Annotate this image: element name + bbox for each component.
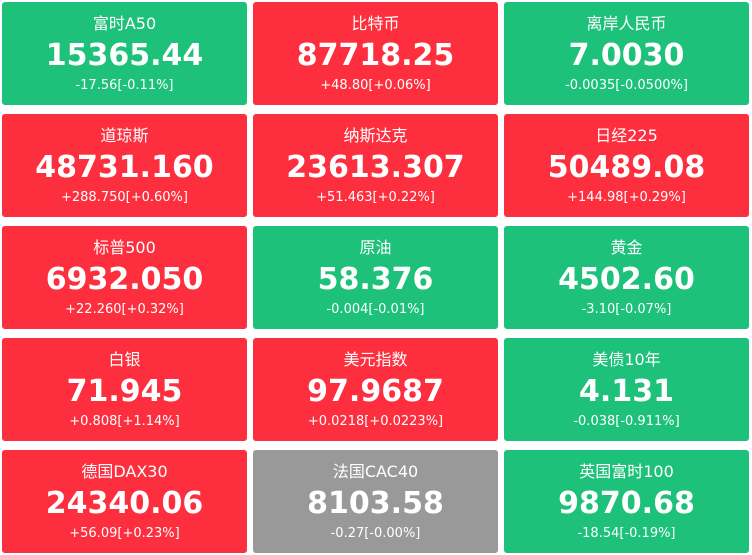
index-name: 富时A50: [92, 14, 157, 33]
index-change: +144.98[+0.29%]: [567, 190, 686, 205]
index-tile-us-dollar-index[interactable]: 美元指数 97.9687 +0.0218[+0.0223%]: [253, 338, 498, 441]
index-price: 71.945: [66, 374, 183, 409]
index-tile-bitcoin[interactable]: 比特币 87718.25 +48.80[+0.06%]: [253, 2, 498, 105]
index-change: +22.260[+0.32%]: [65, 302, 184, 317]
index-tile-gold[interactable]: 黄金 4502.60 -3.10[-0.07%]: [504, 226, 749, 329]
index-tile-silver[interactable]: 白银 71.945 +0.808[+1.14%]: [2, 338, 247, 441]
index-tile-us-10y-treasury[interactable]: 美债10年 4.131 -0.038[-0.911%]: [504, 338, 749, 441]
index-price: 87718.25: [296, 38, 455, 73]
index-name: 英国富时100: [579, 462, 674, 481]
index-price: 23613.307: [286, 150, 465, 185]
index-tile-uk-ftse-100[interactable]: 英国富时100 9870.68 -18.54[-0.19%]: [504, 450, 749, 553]
index-tile-ftse-china-a50[interactable]: 富时A50 15365.44 -17.56[-0.11%]: [2, 2, 247, 105]
index-change: -18.54[-0.19%]: [577, 526, 676, 541]
index-name: 道琼斯: [100, 126, 149, 145]
index-price: 4502.60: [558, 262, 695, 297]
index-price: 15365.44: [45, 38, 204, 73]
index-name: 美债10年: [592, 350, 661, 369]
index-name: 法国CAC40: [332, 462, 419, 481]
index-change: +51.463[+0.22%]: [316, 190, 435, 205]
index-name: 原油: [359, 238, 392, 257]
index-change: +56.09[+0.23%]: [69, 526, 180, 541]
index-change: +48.80[+0.06%]: [320, 78, 431, 93]
index-price: 97.9687: [307, 374, 444, 409]
index-name: 标普500: [93, 238, 156, 257]
index-name: 德国DAX30: [81, 462, 168, 481]
index-name: 比特币: [351, 14, 400, 33]
index-change: -0.004[-0.01%]: [326, 302, 425, 317]
index-tile-nasdaq[interactable]: 纳斯达克 23613.307 +51.463[+0.22%]: [253, 114, 498, 217]
index-tile-dow-jones[interactable]: 道琼斯 48731.160 +288.750[+0.60%]: [2, 114, 247, 217]
index-change: +0.808[+1.14%]: [69, 414, 180, 429]
index-change: -3.10[-0.07%]: [581, 302, 672, 317]
index-price: 7.0030: [568, 38, 685, 73]
index-price: 9870.68: [558, 486, 695, 521]
index-tile-france-cac40[interactable]: 法国CAC40 8103.58 -0.27[-0.00%]: [253, 450, 498, 553]
index-price: 8103.58: [307, 486, 444, 521]
index-change: +288.750[+0.60%]: [61, 190, 188, 205]
index-tile-offshore-cny[interactable]: 离岸人民币 7.0030 -0.0035[-0.0500%]: [504, 2, 749, 105]
index-price: 50489.08: [547, 150, 706, 185]
index-tile-germany-dax30[interactable]: 德国DAX30 24340.06 +56.09[+0.23%]: [2, 450, 247, 553]
index-change: -0.0035[-0.0500%]: [565, 78, 688, 93]
index-tile-sp-500[interactable]: 标普500 6932.050 +22.260[+0.32%]: [2, 226, 247, 329]
index-name: 黄金: [610, 238, 643, 257]
index-name: 白银: [108, 350, 141, 369]
index-name: 日经225: [595, 126, 658, 145]
index-name: 美元指数: [343, 350, 408, 369]
index-tile-crude-oil[interactable]: 原油 58.376 -0.004[-0.01%]: [253, 226, 498, 329]
index-name: 离岸人民币: [586, 14, 667, 33]
index-price: 48731.160: [35, 150, 214, 185]
index-name: 纳斯达克: [343, 126, 408, 145]
index-price: 4.131: [579, 374, 674, 409]
index-change: +0.0218[+0.0223%]: [307, 414, 444, 429]
index-price: 6932.050: [45, 262, 204, 297]
index-tile-nikkei-225[interactable]: 日经225 50489.08 +144.98[+0.29%]: [504, 114, 749, 217]
index-change: -0.038[-0.911%]: [573, 414, 680, 429]
index-price: 58.376: [317, 262, 434, 297]
index-price: 24340.06: [45, 486, 204, 521]
index-change: -0.27[-0.00%]: [330, 526, 421, 541]
index-change: -17.56[-0.11%]: [75, 78, 174, 93]
